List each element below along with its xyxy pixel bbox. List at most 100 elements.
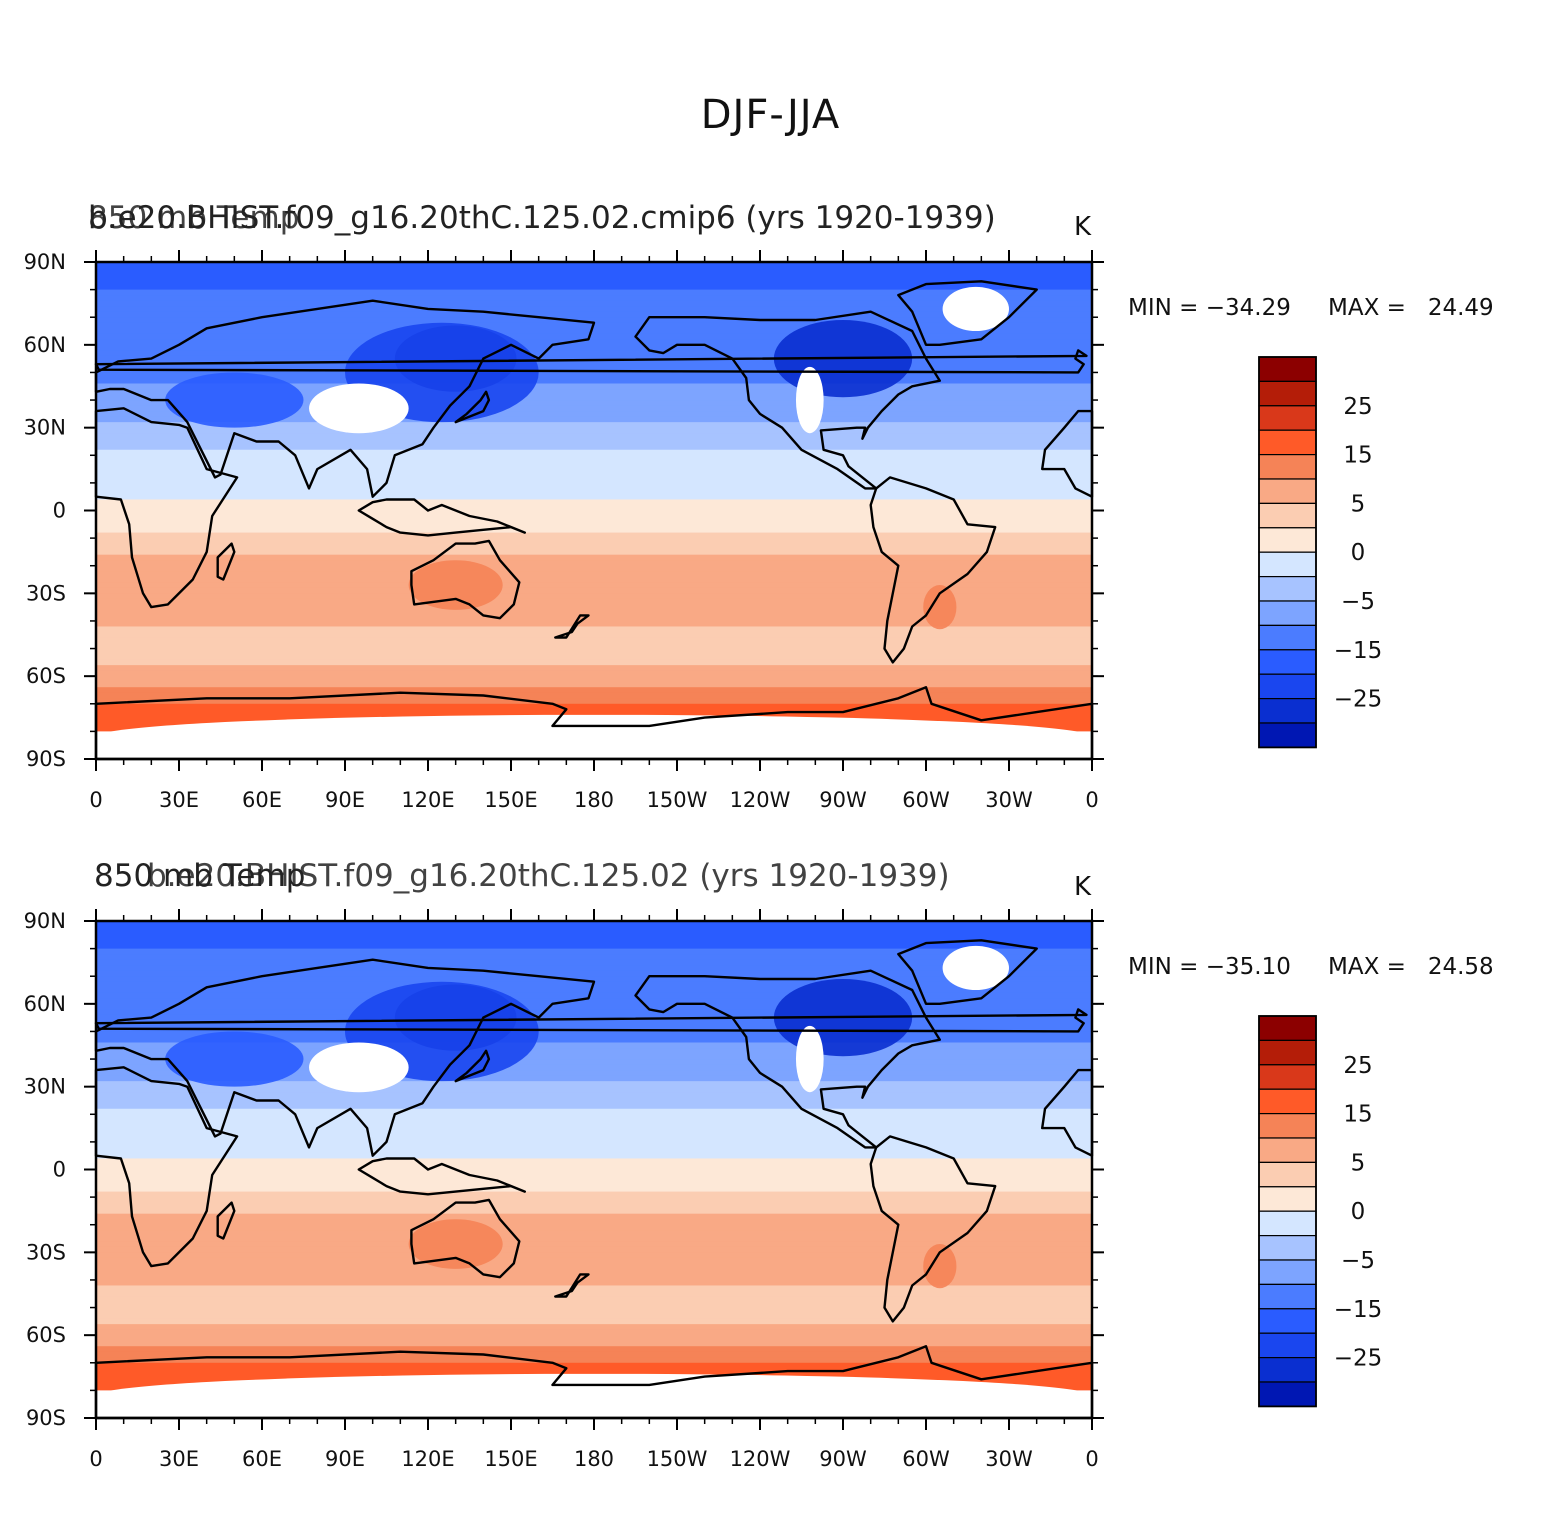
temperature-band bbox=[96, 637, 1092, 644]
temperature-band bbox=[96, 510, 1092, 517]
coastline bbox=[634, 310, 941, 490]
lat-tick-label: 0 bbox=[53, 1158, 66, 1182]
temperature-band bbox=[96, 477, 1092, 484]
lon-tick-label: 150W bbox=[647, 1447, 708, 1471]
temperature-band bbox=[96, 1103, 1092, 1110]
temperature-band bbox=[96, 1296, 1092, 1303]
map-panel-2: 90N 60N 30N 0 30S 60S 90S 0 30E 60E 90E 120E 150E 180… bbox=[24, 909, 1104, 1471]
temperature-band bbox=[96, 1136, 1092, 1143]
temperature-band bbox=[96, 987, 1092, 994]
temperature-band bbox=[96, 709, 1092, 716]
temperature-band bbox=[96, 587, 1092, 594]
coastline bbox=[94, 686, 1094, 761]
colorbar-label: −15 bbox=[1334, 638, 1383, 664]
temperature-band bbox=[96, 998, 1092, 1005]
coastline bbox=[897, 280, 1038, 346]
temperature-band bbox=[96, 444, 1092, 451]
temperature-anomaly-region bbox=[923, 585, 957, 630]
temperature-band bbox=[96, 1114, 1092, 1121]
temperature-band bbox=[96, 273, 1092, 280]
colorbar-label: 15 bbox=[1343, 1102, 1372, 1128]
temperature-band bbox=[96, 549, 1092, 556]
temperature-band bbox=[96, 344, 1092, 351]
lon-tick-label: 30E bbox=[159, 788, 199, 812]
missing-data-region bbox=[942, 945, 1009, 991]
colorbar-box bbox=[1258, 575, 1317, 602]
temperature-band bbox=[96, 970, 1092, 977]
colorbar-box bbox=[1258, 1308, 1317, 1334]
missing-data-region bbox=[309, 383, 409, 434]
temperature-band bbox=[96, 565, 1092, 572]
temperature-band bbox=[96, 698, 1092, 705]
coastline bbox=[897, 939, 1038, 1005]
temperature-band bbox=[96, 488, 1092, 495]
temperature-anomaly-region bbox=[923, 1244, 957, 1289]
temperature-band bbox=[96, 1246, 1092, 1253]
temperature-band bbox=[96, 926, 1092, 933]
temperature-band bbox=[96, 932, 1092, 939]
lon-tick-label: 90E bbox=[325, 788, 365, 812]
coastline bbox=[94, 1344, 1094, 1420]
colorbar-label: 15 bbox=[1343, 443, 1372, 469]
missing-data-region bbox=[795, 1025, 824, 1093]
temperature-band bbox=[96, 493, 1092, 500]
colorbar-box bbox=[1258, 1210, 1317, 1237]
temperature-band bbox=[96, 670, 1092, 677]
temperature-band bbox=[96, 400, 1092, 407]
temperature-band bbox=[96, 1268, 1092, 1275]
map-panel-1: 90N 60N 30N 0 30S 60S 90S 0 30E 60E 90E 120E 150E 180… bbox=[24, 250, 1104, 812]
temperature-band bbox=[96, 1230, 1092, 1237]
coastline bbox=[94, 958, 596, 1157]
temperature-band bbox=[96, 460, 1092, 467]
coastline bbox=[454, 1049, 491, 1083]
temperature-band bbox=[96, 328, 1092, 335]
coastline bbox=[357, 498, 526, 537]
lon-tick-label: 150E bbox=[484, 788, 537, 812]
temperature-band bbox=[96, 1285, 1092, 1292]
panel1-units: K bbox=[1074, 212, 1092, 242]
temperature-band bbox=[96, 394, 1092, 401]
temperature-band bbox=[96, 405, 1092, 412]
temperature-band bbox=[96, 504, 1092, 511]
colorbar-box bbox=[1258, 697, 1317, 724]
coastline bbox=[94, 349, 1088, 374]
temperature-band bbox=[96, 527, 1092, 534]
temperature-band bbox=[96, 466, 1092, 473]
colorbar-2: 25 15 5 0 −5 −15 −25 bbox=[1258, 1015, 1383, 1408]
colorbar-label: −25 bbox=[1334, 1346, 1383, 1372]
temperature-band bbox=[96, 433, 1092, 440]
temperature-band bbox=[96, 1020, 1092, 1027]
temperature-band bbox=[96, 449, 1092, 456]
temperature-band bbox=[96, 921, 1092, 928]
temperature-band bbox=[96, 416, 1092, 423]
temperature-band bbox=[96, 295, 1092, 302]
temperature-band bbox=[96, 1042, 1092, 1049]
lat-tick-label: 30N bbox=[24, 1075, 66, 1099]
temperature-band bbox=[96, 593, 1092, 600]
temperature-band bbox=[96, 1119, 1092, 1126]
colorbar-box bbox=[1258, 1283, 1317, 1310]
temperature-band bbox=[96, 1290, 1092, 1298]
lon-tick-label: 60W bbox=[902, 1447, 950, 1471]
colorbar-label: 25 bbox=[1343, 1053, 1372, 1079]
lon-tick-label: 90W bbox=[819, 788, 867, 812]
lon-tick-label: 150E bbox=[484, 1447, 537, 1471]
temperature-band bbox=[96, 1186, 1092, 1193]
colorbar-box bbox=[1258, 1186, 1317, 1212]
lon-tick-label: 60E bbox=[242, 1447, 282, 1471]
temperature-anomaly-region bbox=[165, 1031, 304, 1087]
temperature-band bbox=[96, 1064, 1092, 1071]
missing-data-region bbox=[96, 731, 1092, 759]
temperature-band bbox=[96, 620, 1092, 627]
coastline bbox=[869, 476, 997, 664]
temperature-band bbox=[96, 1224, 1092, 1231]
panel1-max-label: MAX = 24.49 bbox=[1328, 295, 1494, 321]
temperature-band bbox=[96, 937, 1092, 944]
coastline bbox=[94, 299, 596, 498]
temperature-band bbox=[96, 676, 1092, 683]
temperature-band bbox=[96, 521, 1092, 528]
temperature-band bbox=[96, 643, 1092, 650]
lat-tick-label: 90N bbox=[24, 909, 66, 933]
temperature-band bbox=[96, 1152, 1092, 1159]
